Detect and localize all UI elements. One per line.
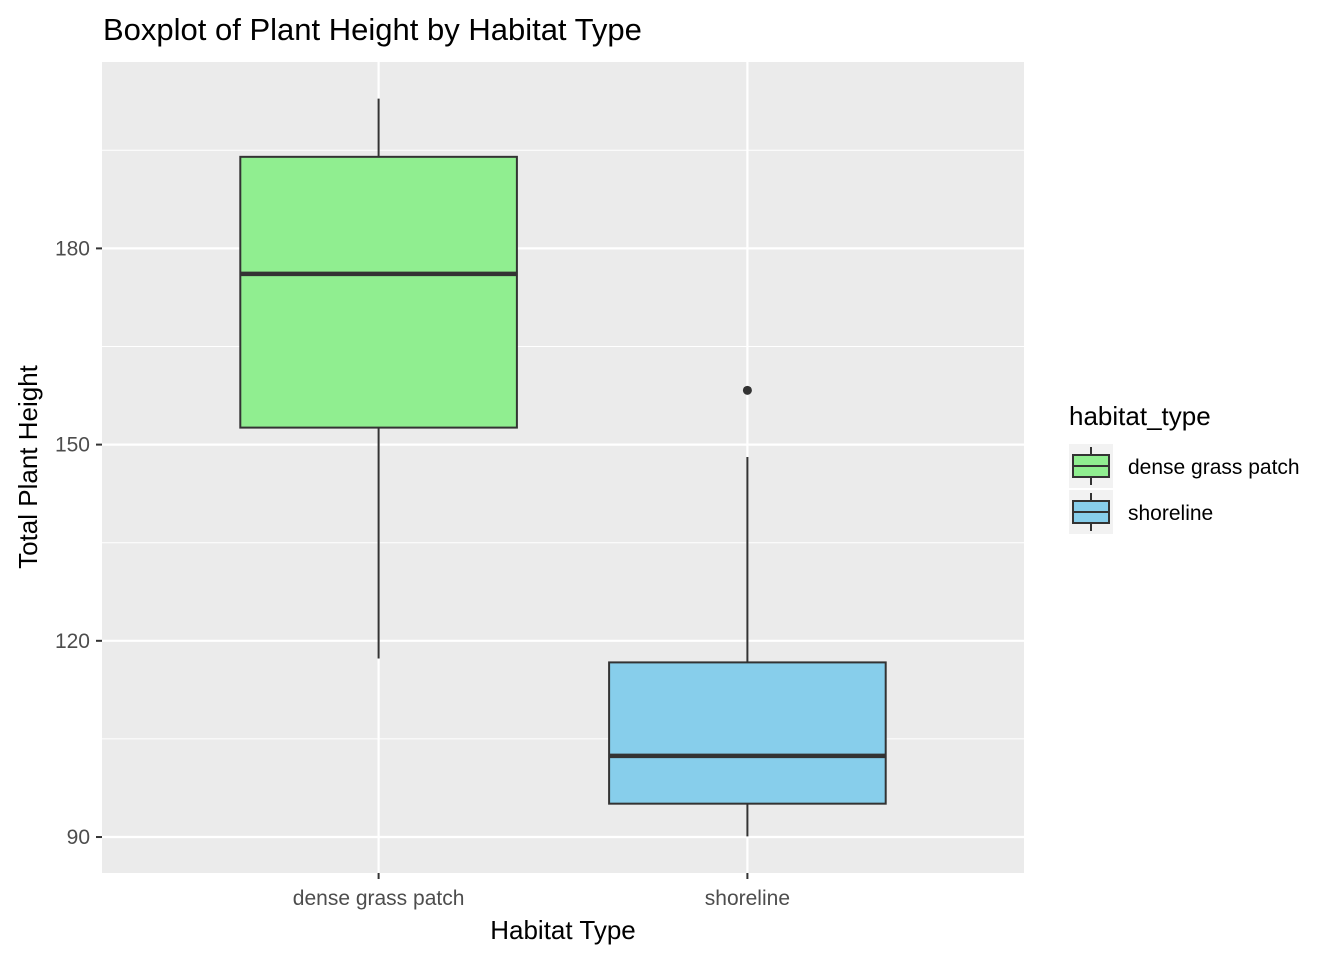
iqr-box xyxy=(239,155,518,429)
box-shoreline xyxy=(608,385,887,837)
x-tick-label: shoreline xyxy=(705,887,790,910)
chart-title: Boxplot of Plant Height by Habitat Type xyxy=(103,12,642,47)
y-axis-ticks: 90 120 150 180 xyxy=(55,237,102,849)
box-dense-grass-patch xyxy=(239,98,518,659)
y-tick-label: 150 xyxy=(55,434,90,457)
box-layer xyxy=(239,98,887,837)
legend-entry: shoreline xyxy=(1069,490,1213,534)
iqr-box xyxy=(608,661,887,805)
x-axis-title: Habitat Type xyxy=(490,915,636,945)
legend-title: habitat_type xyxy=(1069,401,1211,431)
legend-label: dense grass patch xyxy=(1128,456,1300,479)
outlier-point xyxy=(742,385,752,395)
x-tick-label: dense grass patch xyxy=(293,887,465,910)
x-axis-ticks: dense grass patch shoreline xyxy=(293,873,790,910)
legend-keys: dense grass patch shoreline xyxy=(1069,444,1300,534)
y-axis-title: Total Plant Height xyxy=(13,364,43,569)
y-tick-label: 120 xyxy=(55,630,90,653)
y-tick-label: 180 xyxy=(55,237,90,260)
legend: habitat_type dense grass patch shoreline xyxy=(1069,401,1300,534)
legend-label: shoreline xyxy=(1128,502,1213,525)
y-tick-label: 90 xyxy=(67,826,90,849)
legend-entry: dense grass patch xyxy=(1069,444,1300,488)
